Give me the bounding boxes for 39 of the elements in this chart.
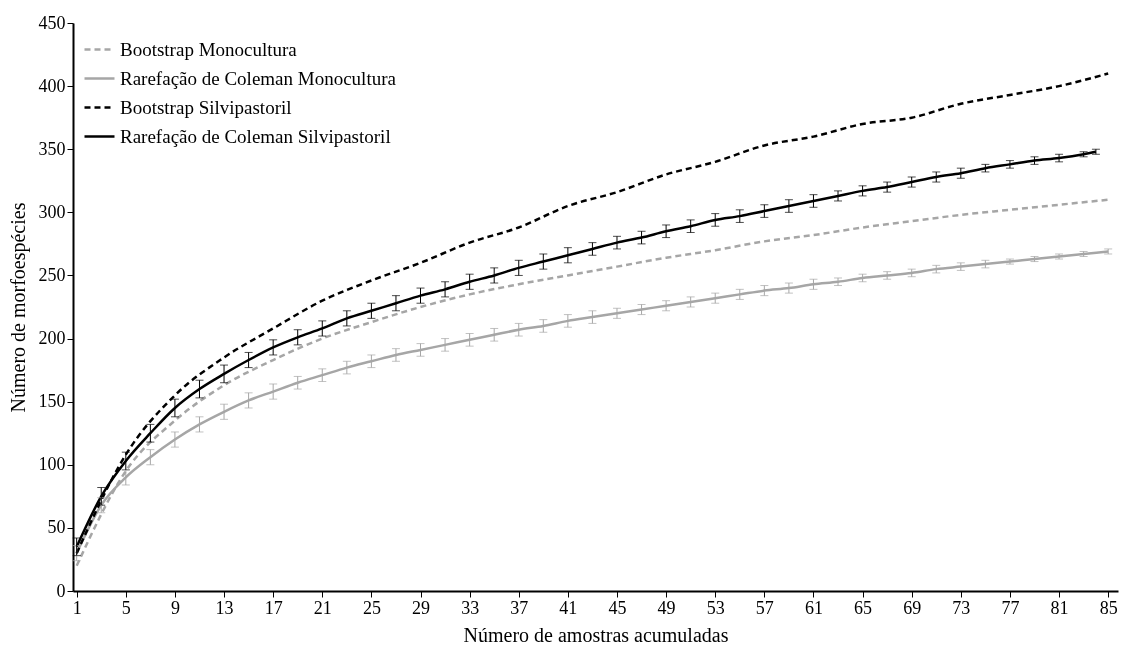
x-tick-label: 65 bbox=[854, 597, 873, 618]
y-tick-label: 150 bbox=[38, 391, 66, 412]
x-tick-label: 13 bbox=[215, 597, 234, 618]
y-tick-label: 0 bbox=[56, 580, 66, 601]
legend-label: Rarefação de Coleman Silvipastoril bbox=[120, 125, 391, 147]
x-tick-label: 25 bbox=[362, 597, 381, 618]
y-tick-label: 400 bbox=[38, 75, 66, 96]
legend-label: Bootstrap Monocultura bbox=[120, 38, 298, 60]
x-tick-label: 85 bbox=[1099, 597, 1118, 618]
x-tick-label: 41 bbox=[559, 597, 578, 618]
x-tick-label: 17 bbox=[264, 597, 283, 618]
x-tick-label: 45 bbox=[608, 597, 627, 618]
x-tick-label: 61 bbox=[804, 597, 823, 618]
x-tick-label: 37 bbox=[510, 597, 529, 618]
x-tick-label: 81 bbox=[1050, 597, 1069, 618]
x-axis-title: Número de amostras acumuladas bbox=[463, 623, 729, 646]
x-tick-label: 33 bbox=[461, 597, 480, 618]
y-tick-label: 450 bbox=[38, 12, 66, 33]
x-tick-label: 49 bbox=[657, 597, 676, 618]
legend-label: Bootstrap Silvipastoril bbox=[120, 96, 292, 118]
y-axis-title: Número de morfoespécies bbox=[6, 202, 30, 413]
legend-label: Rarefação de Coleman Monocultura bbox=[120, 67, 397, 89]
line-series bbox=[75, 198, 1110, 568]
x-tick-label: 69 bbox=[903, 597, 922, 618]
x-tick-label: 53 bbox=[706, 597, 725, 618]
y-tick-label: 250 bbox=[38, 264, 66, 285]
x-tick-label: 57 bbox=[755, 597, 774, 618]
x-tick-label: 77 bbox=[1001, 597, 1020, 618]
y-tick-label: 300 bbox=[38, 201, 66, 222]
x-tick-label: 29 bbox=[412, 597, 431, 618]
x-tick-label: 1 bbox=[72, 597, 82, 618]
y-tick-label: 100 bbox=[38, 454, 66, 475]
x-tick-label: 73 bbox=[952, 597, 971, 618]
y-tick-label: 50 bbox=[47, 517, 66, 538]
x-tick-label: 5 bbox=[121, 597, 131, 618]
y-tick-label: 350 bbox=[38, 138, 66, 159]
x-tick-label: 9 bbox=[170, 597, 180, 618]
x-tick-label: 21 bbox=[313, 597, 332, 618]
y-tick-label: 200 bbox=[38, 328, 66, 349]
